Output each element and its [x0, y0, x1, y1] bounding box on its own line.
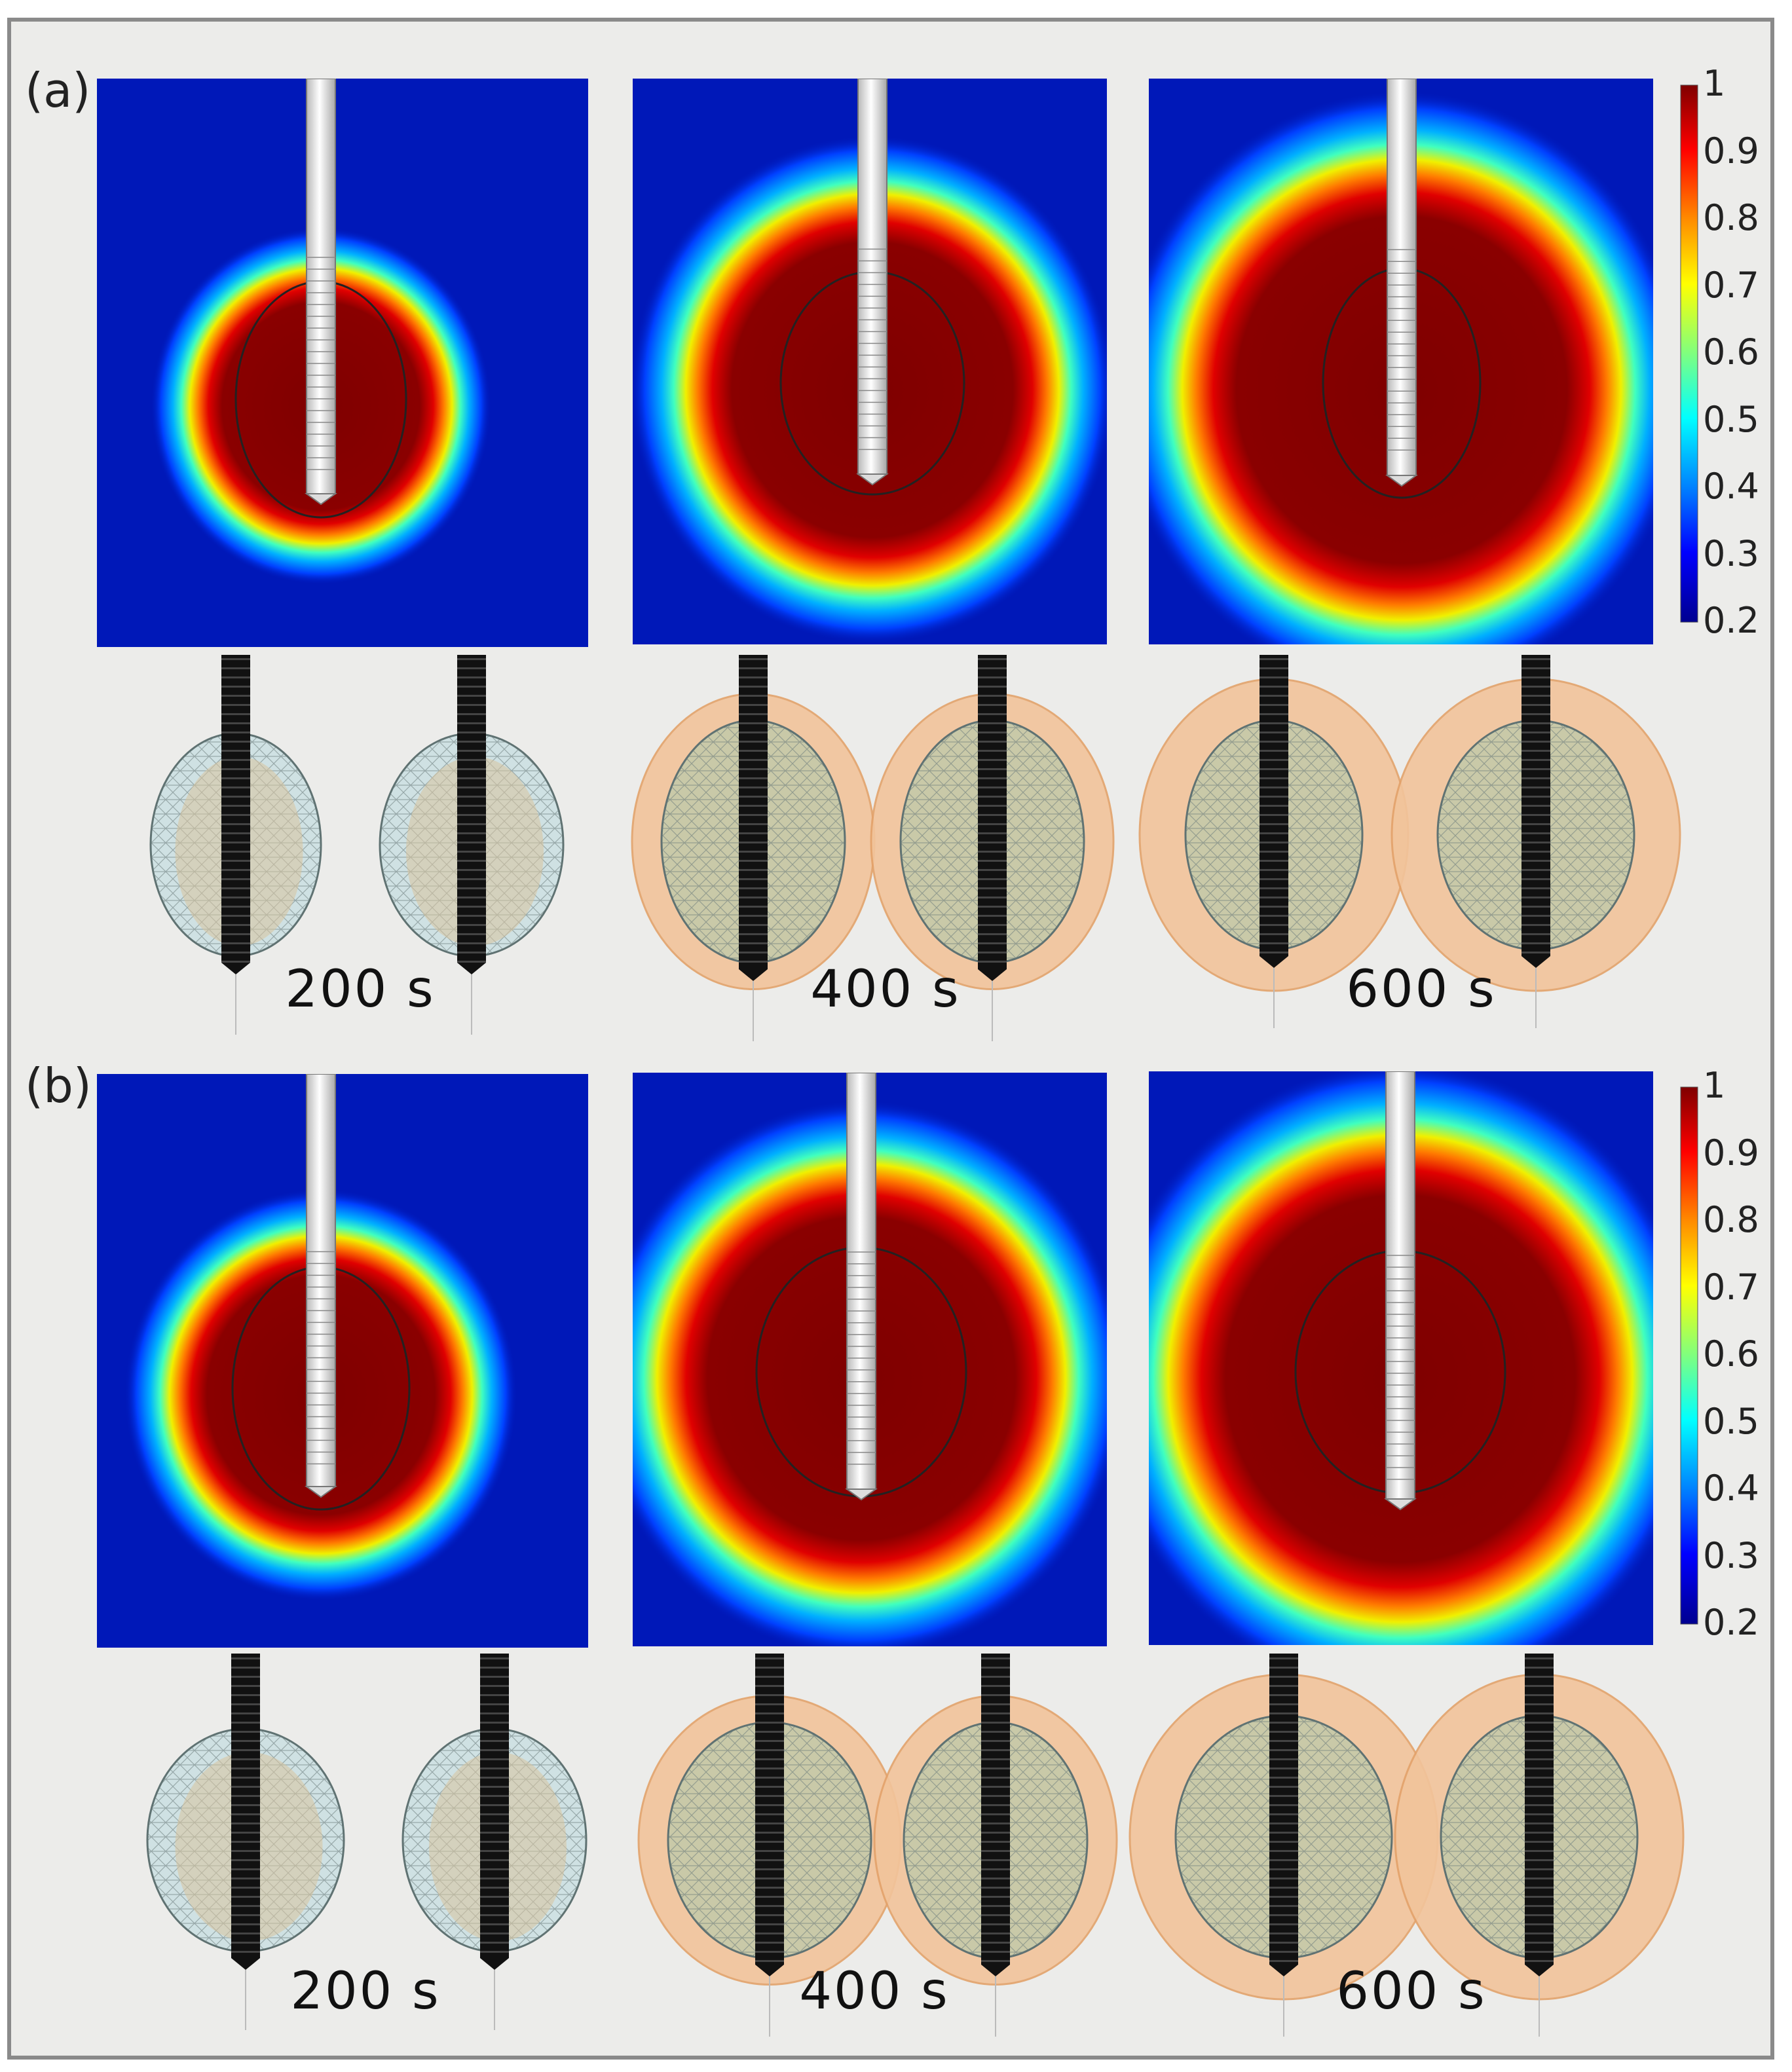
panel-label-b: (b) [25, 1058, 92, 1113]
probe [1260, 655, 1288, 956]
probe [981, 1654, 1010, 1965]
time-label-b-200: 200 s [290, 1962, 441, 2021]
colorbar-tick-a: 0.6 [1703, 331, 1759, 373]
colorbar-tick-a: 1 [1703, 63, 1726, 104]
ablation-volume-b-400-1 [637, 1654, 902, 2037]
colorbar-tick-a: 0.5 [1703, 398, 1759, 440]
probe [480, 1654, 509, 1958]
probe [231, 1654, 260, 1958]
ablation-volume-a-600-2 [1391, 655, 1681, 1028]
ablation-volume-b-400-2 [873, 1654, 1118, 2037]
needle-tip [1383, 1498, 1417, 1511]
needle-tip [844, 1489, 878, 1501]
panel-label-a: (a) [25, 63, 91, 118]
colorbar-tick-b: 0.7 [1703, 1266, 1759, 1308]
probe [755, 1654, 784, 1965]
probe-tip [978, 969, 1007, 981]
heatmap-b-600 [1149, 1071, 1653, 1645]
needle-shaft [306, 79, 336, 494]
needle-shaft [1387, 79, 1417, 476]
heatmap-a-600 [1149, 79, 1653, 644]
probe [739, 655, 768, 969]
heatmap-field [124, 1074, 517, 1601]
needle-tip [304, 493, 338, 506]
colorbar-tick-b: 0.4 [1703, 1468, 1759, 1509]
ablation-volume-a-600-1 [1138, 655, 1409, 1028]
colorbar-tick-a: 0.2 [1703, 600, 1759, 641]
probe-tip [457, 963, 486, 974]
probe-tip [1260, 956, 1288, 968]
heatmap-b-200 [97, 1074, 588, 1648]
probe [1521, 655, 1550, 956]
ablation-volume-b-200-2 [401, 1654, 588, 2030]
ablation-volume-b-600-2 [1394, 1654, 1685, 2037]
heatmap-b-400 [633, 1073, 1107, 1646]
colorbar-b [1680, 1086, 1698, 1625]
probe [457, 655, 486, 963]
colorbar-tick-b: 0.3 [1703, 1534, 1759, 1576]
heatmap-a-400 [633, 79, 1107, 644]
colorbar-tick-a: 0.4 [1703, 466, 1759, 507]
needle-shaft [306, 1074, 336, 1487]
probe [221, 655, 250, 963]
needle-shaft [846, 1073, 876, 1490]
ablation-volume-a-200-1 [149, 655, 322, 1035]
colorbar-tick-a: 0.7 [1703, 264, 1759, 306]
heatmap-field [633, 79, 1107, 644]
probe-tip [1269, 1965, 1298, 1976]
probe-tip [1525, 1965, 1554, 1976]
ablation-volume-b-600-1 [1129, 1654, 1439, 2037]
heatmap-field [1149, 79, 1653, 644]
ablation-volume-a-400-1 [631, 655, 876, 1041]
probe-tip [755, 1965, 784, 1976]
colorbar-tick-b: 1 [1703, 1065, 1726, 1106]
ablation-volume-a-200-2 [379, 655, 565, 1035]
heatmap-a-200 [97, 79, 588, 647]
time-label-b-400: 400 s [799, 1962, 950, 2021]
needle-tip [1385, 475, 1419, 487]
colorbar-tick-a: 0.3 [1703, 532, 1759, 574]
probe-tip [739, 969, 768, 981]
colorbar-tick-b: 0.9 [1703, 1132, 1759, 1174]
time-label-a-400: 400 s [810, 960, 961, 1019]
probe [978, 655, 1007, 969]
probe-tip [231, 1958, 260, 1970]
heatmap-field [151, 79, 491, 585]
colorbar-tick-a: 0.8 [1703, 197, 1759, 238]
colorbar-tick-a: 0.9 [1703, 130, 1759, 172]
heatmap-field [1149, 1071, 1653, 1645]
probe [1525, 1654, 1554, 1965]
probe-tip [480, 1958, 509, 1970]
needle-shaft [1385, 1071, 1415, 1500]
needle-tip [304, 1486, 338, 1498]
ablation-volume-b-200-1 [146, 1654, 345, 2030]
probe-tip [221, 963, 250, 974]
colorbar-tick-b: 0.6 [1703, 1333, 1759, 1375]
time-label-b-600: 600 s [1336, 1962, 1487, 2021]
heatmap-field [633, 1073, 1107, 1646]
probe [1269, 1654, 1298, 1965]
colorbar-a [1680, 84, 1698, 623]
time-label-a-600: 600 s [1346, 960, 1497, 1019]
ablation-volume-a-400-2 [870, 655, 1115, 1041]
probe-tip [981, 1965, 1010, 1976]
colorbar-tick-b: 0.5 [1703, 1400, 1759, 1442]
needle-tip [855, 473, 889, 486]
time-label-a-200: 200 s [285, 960, 436, 1019]
colorbar-tick-b: 0.8 [1703, 1199, 1759, 1240]
needle-shaft [857, 79, 887, 475]
colorbar-tick-b: 0.2 [1703, 1602, 1759, 1643]
probe-tip [1521, 956, 1550, 968]
